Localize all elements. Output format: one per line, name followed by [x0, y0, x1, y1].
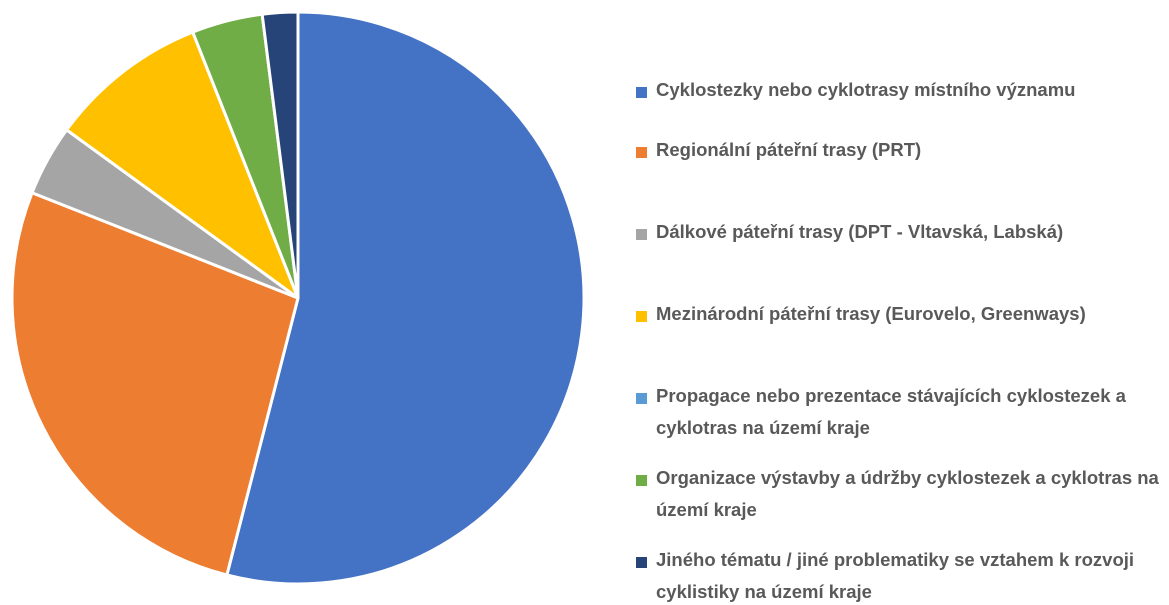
legend-swatch: [636, 557, 647, 568]
legend-swatch: [636, 311, 647, 322]
legend-swatch: [636, 229, 647, 240]
legend-swatch: [636, 147, 647, 158]
legend-swatch: [636, 475, 647, 486]
legend-swatch: [636, 87, 647, 98]
pie-area: [10, 10, 586, 586]
legend-item: Cyklostezky nebo cyklotrasy místního výz…: [636, 79, 1166, 106]
legend-label: Cyklostezky nebo cyklotrasy místního výz…: [656, 79, 1076, 100]
legend-label: Mezinárodní páteřní trasy (Eurovelo, Gre…: [656, 303, 1086, 324]
legend-label: Propagace nebo prezentace stávajících cy…: [656, 385, 1126, 438]
pie-slice: [225, 10, 586, 586]
legend-item: Organizace výstavby a údržby cyklostezek…: [636, 467, 1166, 526]
legend-item: Jiného tématu / jiné problematiky se vzt…: [636, 549, 1166, 605]
legend-swatch: [636, 393, 647, 404]
legend-label: Organizace výstavby a údržby cyklostezek…: [656, 467, 1159, 520]
pie-slice: [65, 30, 300, 300]
pie-slice: [10, 191, 300, 577]
legend-item: Propagace nebo prezentace stávajících cy…: [636, 385, 1166, 444]
legend-label: Dálkové páteřní trasy (DPT - Vltavská, L…: [656, 221, 1064, 242]
legend-item: Regionální páteřní trasy (PRT): [636, 139, 1166, 166]
legend-item: Dálkové páteřní trasy (DPT - Vltavská, L…: [636, 221, 1166, 248]
pie-slice: [260, 10, 300, 300]
legend-label: Jiného tématu / jiné problematiky se vzt…: [656, 549, 1135, 602]
legend-item: Mezinárodní páteřní trasy (Eurovelo, Gre…: [636, 303, 1166, 330]
legend-label: Regionální páteřní trasy (PRT): [656, 139, 922, 160]
